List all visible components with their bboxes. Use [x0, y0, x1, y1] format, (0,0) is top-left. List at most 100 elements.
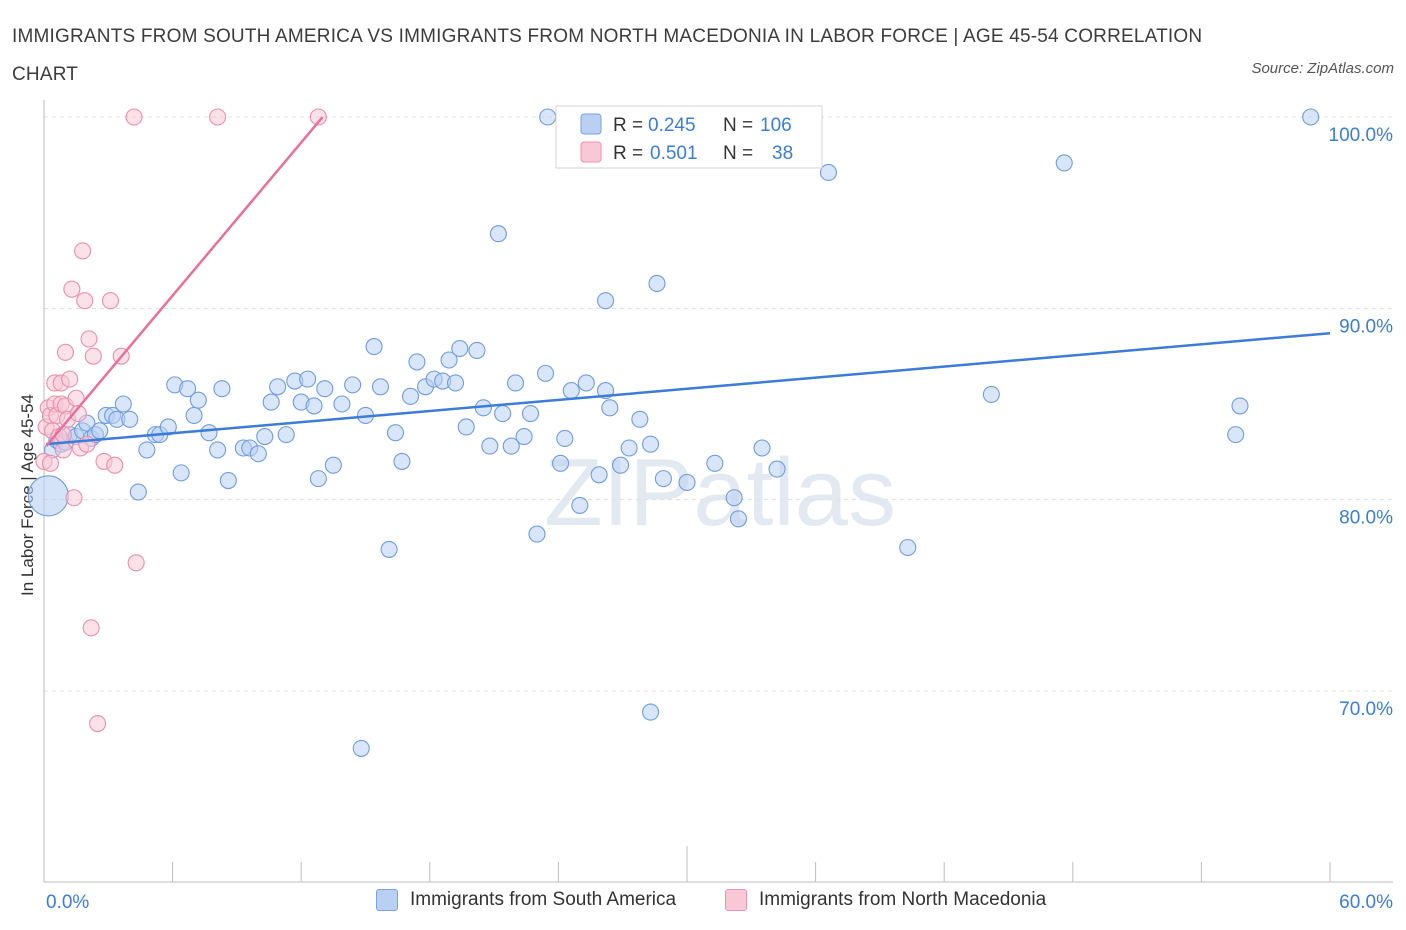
point-south-america-41 — [305, 397, 323, 415]
point-south-america-84 — [654, 470, 672, 488]
point-south-america-100 — [982, 385, 1000, 403]
point-south-america-66 — [502, 437, 520, 455]
point-south-america-36 — [269, 378, 287, 396]
legend-item-south-america[interactable]: Immigrants from South America — [376, 889, 676, 911]
point-south-america-25 — [185, 406, 203, 425]
legend-swatch-south-america — [376, 889, 398, 911]
point-north-macedonia-28 — [89, 714, 107, 733]
point-south-america-58 — [440, 351, 458, 369]
point-south-america-102 — [1227, 426, 1245, 444]
point-south-america-29 — [213, 380, 231, 398]
point-south-america-67 — [506, 374, 525, 392]
point-north-macedonia-18 — [65, 489, 83, 507]
point-south-america-64 — [481, 437, 499, 455]
point-south-america-62 — [468, 341, 486, 359]
point-south-america-50 — [380, 540, 398, 558]
point-north-macedonia-4 — [41, 454, 59, 472]
point-south-america-11 — [91, 422, 109, 440]
legend-r-label-1: R = — [613, 115, 643, 136]
legend-n-value-1: 106 — [760, 115, 792, 136]
point-south-america-98 — [819, 163, 838, 182]
point-north-macedonia-34 — [125, 108, 143, 126]
point-south-america-48 — [365, 338, 383, 356]
point-north-macedonia-36 — [309, 108, 327, 126]
legend-item-north-macedonia[interactable]: Immigrants from North Macedonia — [725, 889, 1046, 911]
point-south-america-18 — [138, 441, 156, 459]
point-south-america-28 — [209, 441, 227, 459]
point-north-macedonia-16 — [61, 370, 79, 388]
point-south-america-15 — [114, 395, 132, 413]
chart-title: IMMIGRANTS FROM SOUTH AMERICA VS IMMIGRA… — [12, 26, 1203, 85]
point-south-america-71 — [536, 364, 555, 382]
point-south-america-46 — [344, 376, 362, 394]
point-south-america-21 — [159, 418, 177, 436]
point-south-america-81 — [620, 439, 638, 457]
trend-lines — [45, 116, 1331, 447]
point-south-america-99 — [899, 538, 917, 557]
point-south-america-23 — [172, 464, 190, 482]
point-south-america-91 — [489, 225, 507, 243]
point-south-america-16 — [121, 410, 139, 428]
point-south-america-89 — [753, 439, 771, 457]
point-south-america-37 — [277, 426, 295, 444]
trend-line-north-macedonia — [45, 116, 324, 447]
y-tick-label-70: 70.0% — [1339, 699, 1393, 720]
axes — [43, 100, 1393, 883]
point-south-america-105 — [352, 739, 370, 757]
point-south-america-27 — [200, 424, 218, 442]
point-south-america-35 — [262, 393, 280, 411]
point-south-america-82 — [631, 410, 649, 428]
point-south-america-53 — [401, 387, 420, 405]
legend-n-label-1: N = — [723, 115, 753, 136]
point-south-america-70 — [528, 525, 546, 543]
point-north-macedonia-24 — [78, 435, 96, 453]
point-south-america-60 — [451, 339, 469, 358]
point-south-america-42 — [309, 470, 327, 488]
y-tick-label-80: 80.0% — [1339, 508, 1393, 529]
point-south-america-90 — [768, 460, 786, 478]
point-north-macedonia-23 — [76, 292, 94, 310]
watermark: ZIPatlas — [544, 439, 896, 546]
y-tick-label-90: 90.0% — [1339, 316, 1393, 337]
point-south-america-94 — [597, 292, 615, 310]
point-north-macedonia-13 — [56, 343, 74, 361]
point-north-macedonia-17 — [63, 280, 81, 298]
point-south-america-33 — [249, 445, 267, 463]
point-north-macedonia-26 — [82, 619, 100, 637]
point-south-america-45 — [333, 395, 351, 413]
point-south-america-85 — [678, 473, 696, 491]
point-south-america-101 — [1055, 154, 1073, 172]
point-south-america-17 — [129, 483, 147, 501]
point-south-america-30 — [219, 471, 237, 490]
point-south-america-51 — [386, 424, 405, 442]
point-south-america-76 — [577, 374, 595, 392]
point-south-america-59 — [446, 374, 465, 392]
point-south-america-40 — [299, 370, 317, 388]
point-south-america-74 — [562, 382, 580, 400]
point-north-macedonia-33 — [127, 554, 145, 572]
legend-n-label-2: N = — [723, 143, 753, 164]
source-label: Source: ZipAtlas.com — [1251, 60, 1394, 77]
point-south-america-43 — [316, 380, 334, 398]
point-south-america-75 — [571, 496, 589, 514]
point-north-macedonia-20 — [69, 405, 87, 423]
point-north-macedonia-25 — [80, 330, 98, 348]
point-north-macedonia-22 — [74, 242, 92, 260]
legend-label-south-america: Immigrants from South America — [410, 889, 677, 910]
point-south-america-52 — [393, 452, 411, 470]
series-south-america — [27, 108, 1320, 757]
point-south-america-103 — [1231, 397, 1249, 415]
legend-label-north-macedonia: Immigrants from North Macedonia — [759, 889, 1047, 910]
point-south-america-87 — [725, 489, 743, 507]
point-south-america-96 — [642, 703, 660, 721]
x-tick-label-max: 60.0% — [1339, 892, 1393, 913]
point-south-america-104 — [1302, 108, 1320, 126]
legend-n-value-2: 38 — [772, 143, 793, 164]
point-south-america-26 — [189, 391, 207, 409]
tick-labels: 70.0% 80.0% 90.0% 100.0% 0.0% 60.0% — [46, 125, 1393, 913]
point-south-america-0 — [27, 475, 69, 517]
point-north-macedonia-30 — [106, 456, 124, 474]
point-south-america-77 — [590, 466, 608, 484]
point-north-macedonia-35 — [209, 108, 227, 126]
